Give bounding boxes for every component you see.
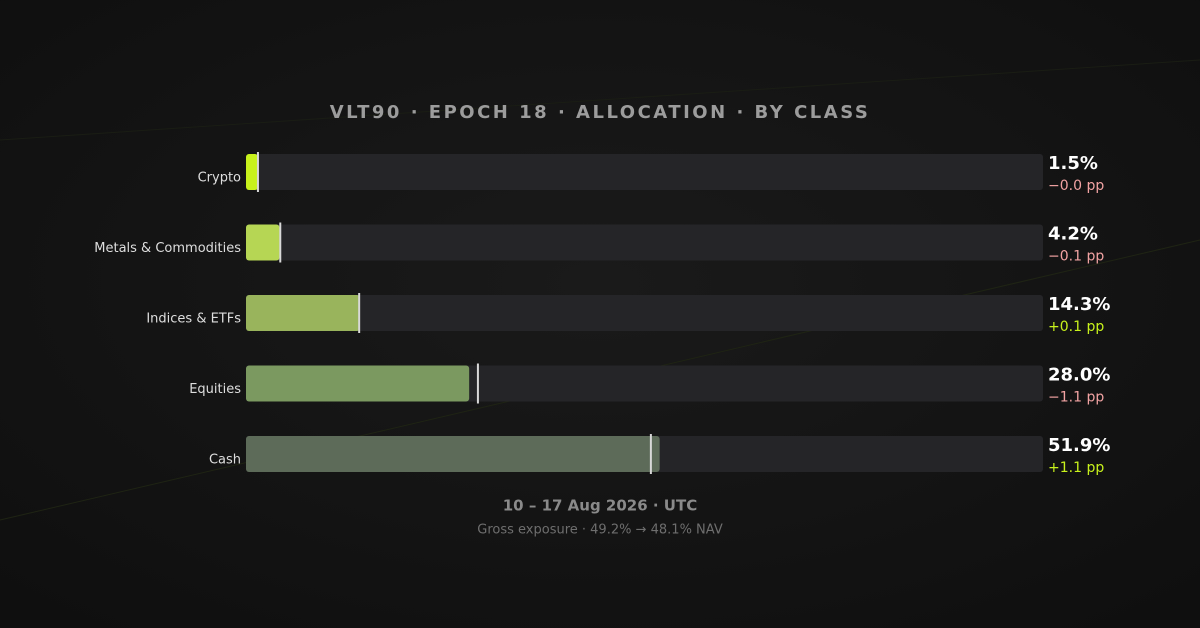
value-label: 51.9% xyxy=(1048,435,1110,456)
category-label: Crypto xyxy=(198,171,241,186)
chart-title: VLT90 · EPOCH 18 · ALLOCATION · BY CLASS xyxy=(330,102,871,123)
bar xyxy=(246,154,258,190)
decor-line xyxy=(0,59,1200,141)
value-label: 14.3% xyxy=(1048,294,1110,315)
category-label: Metals & Commodities xyxy=(94,241,241,256)
change-label: −0.1 pp xyxy=(1048,249,1104,265)
bar-track xyxy=(246,295,1043,331)
change-label: +0.1 pp xyxy=(1048,319,1104,335)
subtitle: 10 – 17 Aug 2026 · UTC xyxy=(503,497,697,515)
bar xyxy=(246,436,660,472)
bar xyxy=(246,224,280,261)
category-label: Indices & ETFs xyxy=(146,312,241,327)
category-label: Cash xyxy=(209,453,241,468)
bar xyxy=(246,365,470,402)
note: Gross exposure · 49.2% → 48.1% NAV xyxy=(477,523,723,538)
category-label: Equities xyxy=(189,382,241,397)
bar-track xyxy=(246,224,1043,261)
value-label: 4.2% xyxy=(1048,224,1098,245)
change-label: −1.1 pp xyxy=(1048,390,1104,406)
value-label: 1.5% xyxy=(1048,153,1098,174)
bar-track xyxy=(246,154,1043,190)
bar xyxy=(246,295,360,331)
value-label: 28.0% xyxy=(1048,365,1110,386)
change-label: −0.0 pp xyxy=(1048,178,1104,194)
change-label: +1.1 pp xyxy=(1048,460,1104,476)
